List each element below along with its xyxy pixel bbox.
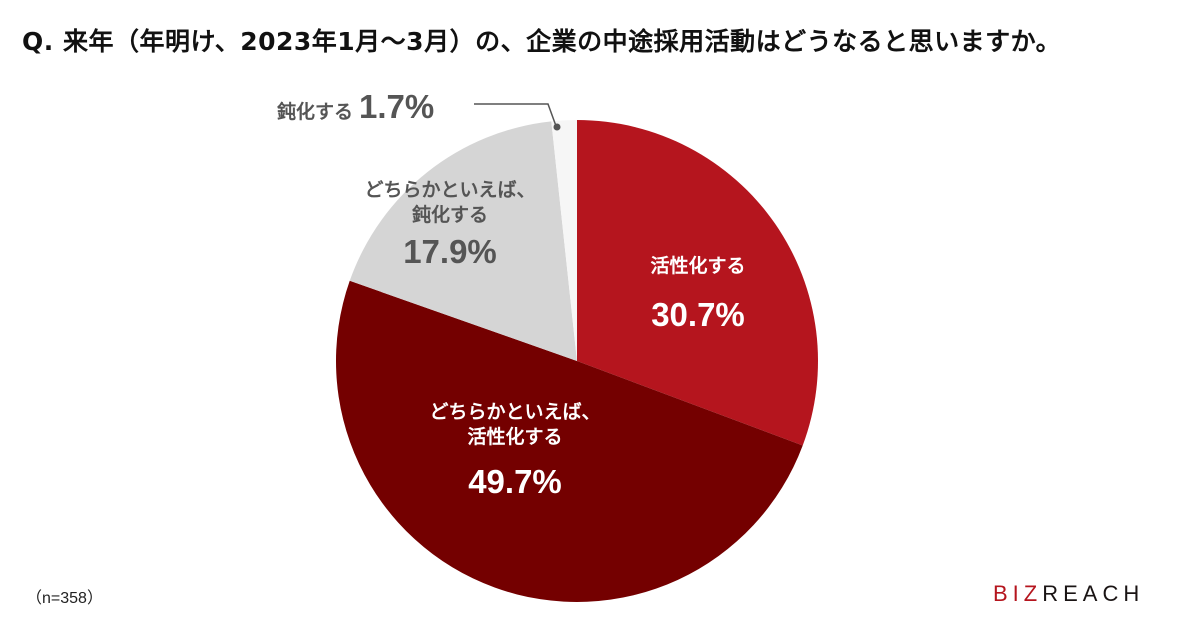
- label-somewhat-slow: どちらかといえば、 鈍化する 17.9%: [340, 178, 560, 272]
- slice-slow: [551, 120, 577, 361]
- leader-line: [474, 103, 557, 127]
- bizreach-logo: BIZREACH: [993, 581, 1144, 607]
- label-slow: 鈍化する 1.7%: [277, 88, 434, 126]
- label-active-name: 活性化する: [650, 255, 746, 277]
- label-somewhat-active-line1: どちらかといえば、: [429, 401, 601, 423]
- label-somewhat-active: どちらかといえば、 活性化する 49.7%: [400, 400, 630, 502]
- logo-reach: REACH: [1042, 581, 1145, 606]
- label-somewhat-active-pct: 49.7%: [468, 463, 562, 500]
- label-active: 活性化する 30.7%: [618, 254, 778, 335]
- label-slow-name: 鈍化する: [277, 101, 354, 123]
- label-somewhat-slow-pct: 17.9%: [403, 233, 497, 270]
- slice-somewhat-slow: [349, 121, 577, 362]
- label-somewhat-slow-line1: どちらかといえば、: [364, 179, 536, 201]
- logo-biz: BIZ: [993, 581, 1043, 606]
- slice-somewhat-active: [335, 280, 803, 603]
- leader-dot: [553, 123, 561, 131]
- chart-title: Q. 来年（年明け、2023年1月～3月）の、企業の中途採用活動はどうなると思い…: [22, 27, 1062, 56]
- label-active-pct: 30.7%: [651, 296, 745, 333]
- slice-active: [577, 120, 818, 446]
- label-somewhat-active-line2: 活性化する: [467, 426, 563, 448]
- sample-size-note: （n=358）: [26, 590, 103, 607]
- label-slow-pct: 1.7%: [359, 88, 435, 125]
- label-somewhat-slow-line2: 鈍化する: [411, 204, 488, 226]
